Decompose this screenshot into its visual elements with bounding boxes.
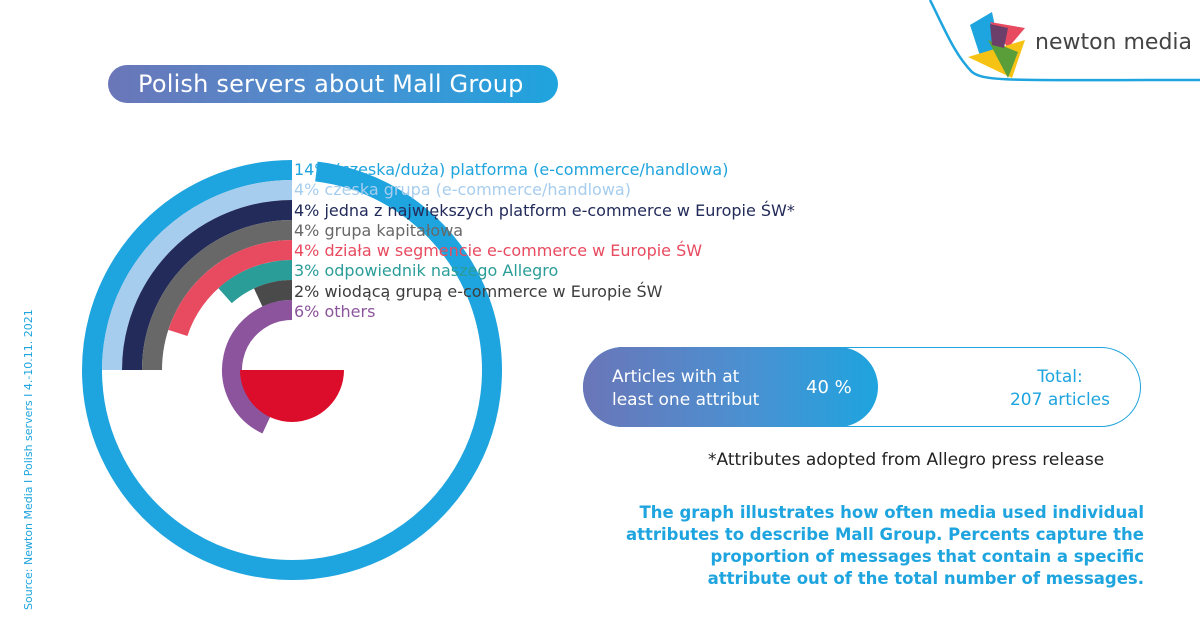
articles-with-attribute-label: Articles with at least one attribut	[612, 366, 792, 412]
radial-bar-0	[82, 160, 502, 580]
legend-item: 4% grupa kapitałowa	[294, 220, 464, 240]
chart-description: The graph illustrates how often media us…	[625, 503, 1144, 588]
total-articles: Total: 207 articles	[990, 366, 1130, 412]
brand-name: newton media	[1035, 30, 1193, 55]
radial-bar-1	[102, 180, 293, 371]
source-note: Source: Newton Media I Polish servers I …	[22, 309, 35, 610]
radial-bar-6	[253, 280, 293, 307]
footnote: *Attributes adopted from Allegro press r…	[708, 450, 1105, 470]
total-value: 207 articles	[1009, 390, 1111, 410]
page-title: Polish servers about Mall Group	[108, 65, 558, 103]
legend-item: 6% others	[294, 302, 376, 322]
legend-item: 14% (czeska/duża) platforma (e-commerce/…	[294, 160, 729, 179]
stats-fill-bar	[583, 347, 878, 427]
legend-item: 4% jedna z największych platform e-comme…	[294, 200, 795, 220]
polish-flag-icon	[240, 370, 344, 422]
total-label: Total:	[1037, 367, 1083, 387]
articles-label-line2: least one attribut	[612, 390, 760, 410]
chart-legend: 14% (czeska/duża) platforma (e-commerce/…	[294, 160, 795, 322]
articles-label-line1: Articles with at	[612, 367, 740, 387]
legend-item: 3% odpowiednik naszego Allegro	[294, 261, 559, 281]
radial-bar-7	[222, 300, 293, 434]
radial-bar-3	[142, 220, 293, 371]
articles-percent: 40 %	[806, 377, 852, 398]
legend-item: 4% czeska grupa (e-commerce/handlowa)	[294, 180, 631, 200]
radial-bar-2	[122, 200, 293, 371]
radial-bar-5	[218, 260, 293, 304]
radial-bar-4	[168, 240, 293, 337]
legend-item: 2% wiodącą grupą e-commerce w Europie ŚW	[294, 281, 663, 301]
legend-item: 4% działa w segmencie e-commerce w Europ…	[294, 241, 703, 261]
